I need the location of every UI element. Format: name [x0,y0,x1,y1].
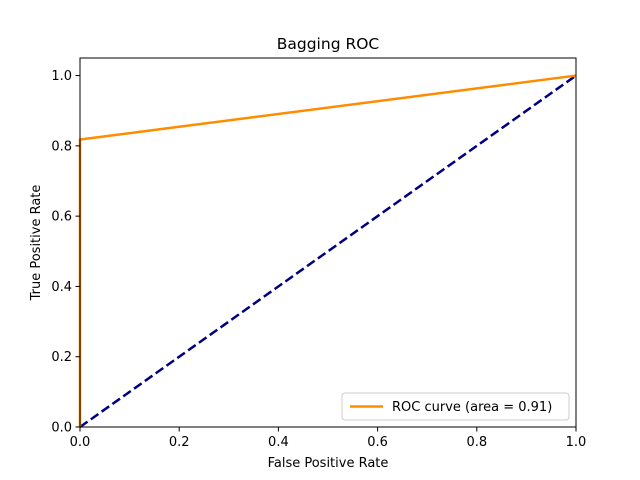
y-tick-label: 0.2 [51,350,72,365]
x-tick-label: 1.0 [566,435,587,450]
x-axis-ticks: 0.0 0.2 0.4 0.6 0.8 1.0 [70,427,587,450]
y-tick-label: 1.0 [51,69,72,84]
y-tick-label: 0.0 [51,421,72,436]
chance-diagonal-line [79,74,577,429]
x-tick-label: 0.2 [169,435,190,450]
y-axis-ticks: 0.0 0.2 0.4 0.6 0.8 1.0 [51,69,80,436]
x-tick-label: 0.8 [466,435,487,450]
x-tick-label: 0.6 [367,435,388,450]
x-tick-label: 0.0 [70,435,91,450]
chart-title: Bagging ROC [277,35,380,53]
legend-label-roc-curve: ROC curve (area = 0.91) [392,400,552,415]
plot-frame [79,57,577,428]
legend-box [341,392,570,421]
y-tick-label: 0.8 [51,139,72,154]
y-tick-label: 0.4 [51,280,72,295]
plot-background [80,58,576,427]
y-tick-label: 0.6 [51,210,72,225]
x-tick-label: 0.4 [268,435,289,450]
y-axis-label: True Positive Rate [29,185,44,302]
x-axis-label: False Positive Rate [268,456,389,471]
legend: ROC curve (area = 0.91) [341,392,570,421]
plot-area [78,57,577,429]
